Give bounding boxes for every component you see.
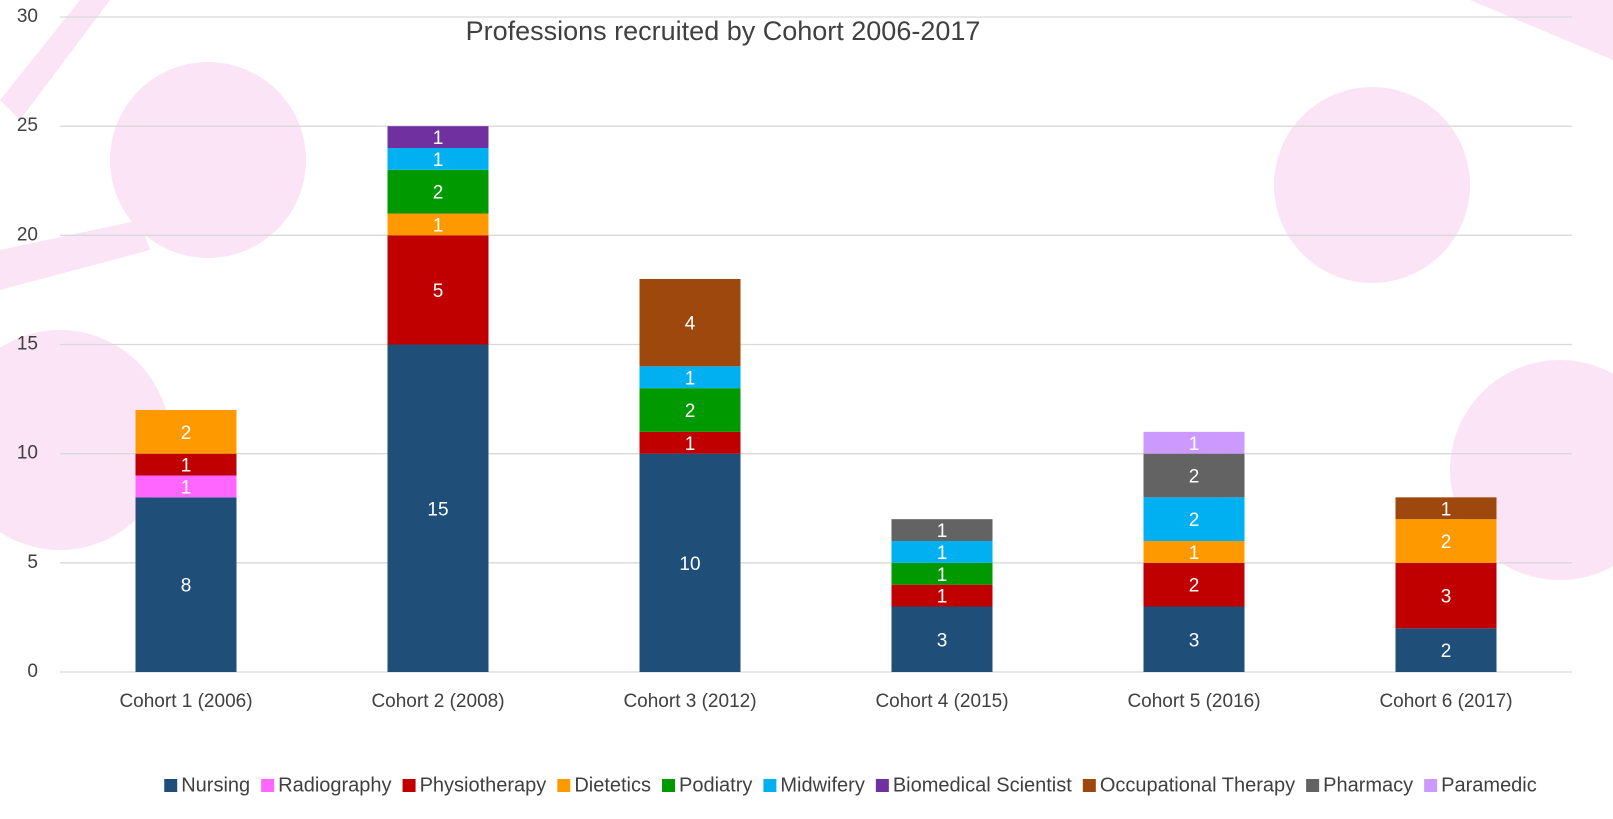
y-tick-label: 30 xyxy=(17,6,38,27)
x-tick-label: Cohort 3 (2012) xyxy=(623,691,756,712)
bar-segment xyxy=(891,541,993,563)
bar-segment xyxy=(1395,628,1497,672)
data-label: 2 xyxy=(1189,467,1200,488)
bar-segment xyxy=(891,584,993,607)
bar-segment xyxy=(1143,497,1245,541)
x-tick-label: Cohort 2 (2008) xyxy=(371,691,504,712)
bar-segment xyxy=(135,410,237,454)
x-tick-label: Cohort 1 (2006) xyxy=(119,691,252,712)
legend-label: Midwifery xyxy=(780,774,864,796)
legend-label: Biomedical Scientist xyxy=(893,774,1072,796)
data-label: 15 xyxy=(427,499,448,520)
data-label: 2 xyxy=(1441,532,1452,553)
bar-segment xyxy=(387,344,489,672)
y-tick-label: 25 xyxy=(17,115,38,136)
bar-segment xyxy=(387,148,489,170)
y-tick-label: 15 xyxy=(17,334,38,355)
bar-segment xyxy=(1143,562,1245,607)
bar-segment xyxy=(135,453,237,476)
bar-segment xyxy=(135,475,237,498)
data-label: 1 xyxy=(937,587,948,608)
bar-segment xyxy=(639,388,741,432)
legend-label: Physiotherapy xyxy=(420,774,547,796)
data-label: 2 xyxy=(1189,576,1200,597)
data-label: 10 xyxy=(679,554,700,575)
data-label: 1 xyxy=(937,565,948,586)
data-label: 2 xyxy=(433,183,444,204)
data-label: 2 xyxy=(181,423,192,444)
bar-segment xyxy=(891,519,993,541)
bar-segment xyxy=(1143,431,1245,454)
data-label: 1 xyxy=(433,128,444,149)
data-label: 2 xyxy=(1441,641,1452,662)
data-label: 3 xyxy=(937,630,948,651)
bar-segment xyxy=(387,126,489,148)
legend-swatch xyxy=(1082,779,1096,792)
bar-segment xyxy=(891,562,993,585)
data-label: 4 xyxy=(685,314,696,335)
data-label: 1 xyxy=(181,477,192,498)
legend-label: Pharmacy xyxy=(1323,774,1413,796)
data-label: 3 xyxy=(1189,630,1200,651)
data-label: 1 xyxy=(1189,434,1200,455)
x-tick-label: Cohort 4 (2015) xyxy=(875,691,1008,712)
data-label: 1 xyxy=(937,521,948,542)
data-label: 2 xyxy=(685,401,696,422)
legend-swatch xyxy=(402,779,416,792)
data-label: 1 xyxy=(433,150,444,171)
bar-segment xyxy=(1395,497,1497,520)
bar-segment xyxy=(387,235,489,345)
legend-label: Radiography xyxy=(278,774,391,796)
bar-segment xyxy=(639,431,741,454)
bar-segment xyxy=(1143,606,1245,672)
legend-label: Occupational Therapy xyxy=(1100,774,1295,796)
data-label: 3 xyxy=(1441,587,1452,608)
bar-segment xyxy=(1395,562,1497,629)
y-tick-label: 10 xyxy=(17,443,38,464)
legend-swatch xyxy=(164,779,178,792)
bar-segment xyxy=(387,213,489,236)
bar-segment xyxy=(639,279,741,367)
data-label: 5 xyxy=(433,281,444,302)
data-label: 1 xyxy=(685,368,696,389)
legend-label: Dietetics xyxy=(574,774,651,796)
legend-swatch xyxy=(1306,779,1320,792)
data-label: 1 xyxy=(685,434,696,455)
bar-segment xyxy=(135,497,237,672)
x-tick-label: Cohort 6 (2017) xyxy=(1379,691,1512,712)
bar-segment xyxy=(1143,541,1245,563)
x-tick-label: Cohort 5 (2016) xyxy=(1127,691,1260,712)
legend-swatch xyxy=(662,779,676,792)
y-tick-label: 20 xyxy=(17,224,38,245)
legend-label: Paramedic xyxy=(1441,774,1537,796)
bar-segment xyxy=(639,453,741,672)
chart-title: Professions recruited by Cohort 2006-201… xyxy=(466,16,981,46)
legend-label: Nursing xyxy=(181,774,250,796)
data-label: 2 xyxy=(1189,510,1200,531)
y-tick-label: 0 xyxy=(27,661,38,682)
bar-segment xyxy=(1395,519,1497,563)
legend-swatch xyxy=(557,779,571,792)
bar-segment xyxy=(1143,453,1245,498)
data-label: 1 xyxy=(1441,499,1452,520)
bar-segment xyxy=(891,606,993,672)
data-label: 8 xyxy=(181,576,192,597)
legend-swatch xyxy=(763,779,777,792)
legend-swatch xyxy=(1424,779,1438,792)
data-label: 1 xyxy=(937,543,948,564)
bar-segment xyxy=(387,169,489,214)
legend-swatch xyxy=(875,779,889,792)
data-label: 1 xyxy=(433,215,444,236)
background-decoration xyxy=(0,0,1613,580)
data-label: 1 xyxy=(1189,543,1200,564)
data-label: 1 xyxy=(181,456,192,477)
bar-segment xyxy=(639,366,741,389)
y-tick-label: 5 xyxy=(27,552,38,573)
legend-swatch xyxy=(261,779,275,792)
legend-label: Podiatry xyxy=(679,774,752,796)
